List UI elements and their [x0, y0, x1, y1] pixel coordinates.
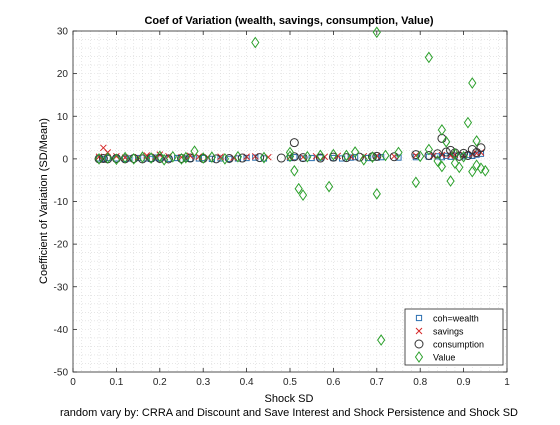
y-tick-label: -40 [54, 325, 69, 336]
y-tick-label: -20 [54, 240, 69, 251]
y-axis-label: Coefficient of Variation (SD/Mean) [38, 118, 50, 284]
data-point [290, 139, 298, 147]
legend-label: savings [433, 327, 464, 337]
x-tick-label: 0.2 [153, 377, 167, 388]
x-tick-label: 0.7 [370, 377, 384, 388]
x-tick-label: 0.5 [283, 377, 297, 388]
legend-label: Value [433, 353, 455, 363]
data-point [456, 162, 463, 172]
y-tick-label: 0 [62, 154, 68, 165]
data-point [326, 182, 333, 192]
series-diamond [96, 27, 489, 345]
x-axis-label: Shock SD [265, 393, 314, 405]
x-tick-label: 0.9 [457, 377, 471, 388]
y-tick-label: -50 [54, 368, 69, 379]
legend-label: coh=wealth [433, 314, 479, 324]
y-tick-label: 20 [57, 69, 69, 80]
legend: coh=wealth savings consumption Value [405, 309, 503, 365]
data-point [378, 335, 385, 345]
x-tick-label: 0.6 [326, 377, 340, 388]
data-point [425, 52, 432, 62]
data-point [464, 118, 471, 128]
x-tick-label: 0.1 [109, 377, 123, 388]
y-tick-label: 10 [57, 112, 69, 123]
x-tick-label: 0.4 [240, 377, 254, 388]
x-tick-label: 0.8 [413, 377, 427, 388]
x-tick-label: 0.3 [196, 377, 210, 388]
data-point [291, 166, 298, 176]
data-point [412, 177, 419, 187]
y-tick-label: -10 [54, 197, 69, 208]
chart-title: Coef of Variation (wealth, savings, cons… [144, 15, 433, 27]
x-tick-label: 0 [70, 377, 76, 388]
y-tick-label: 30 [57, 27, 69, 38]
legend-label: consumption [433, 340, 484, 350]
data-point [477, 144, 485, 152]
figure-caption: random vary by: CRRA and Discount and Sa… [60, 407, 518, 419]
data-points [95, 27, 489, 345]
y-tick-label: -30 [54, 282, 69, 293]
x-tick-label: 1 [504, 377, 510, 388]
